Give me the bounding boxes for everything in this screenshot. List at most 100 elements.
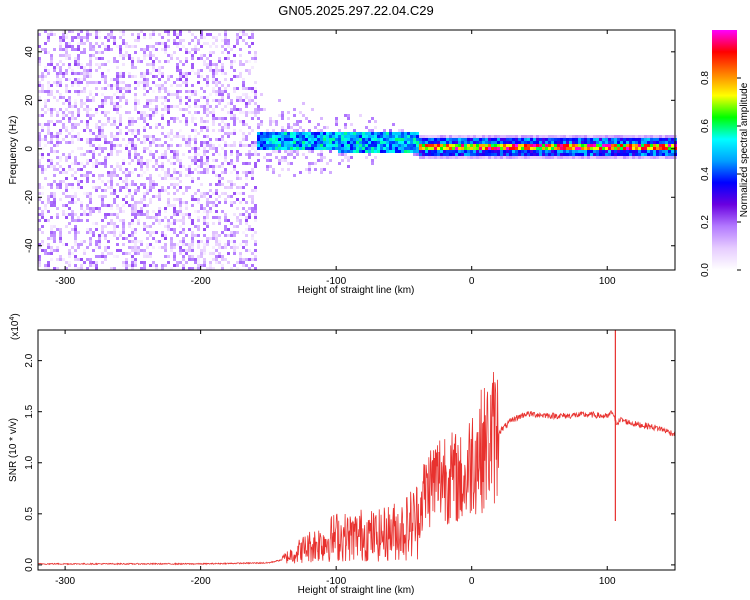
heatmap-cell (671, 156, 674, 159)
heatmap-cell (152, 216, 155, 219)
heatmap-cell (188, 186, 191, 189)
heatmap-cell (479, 135, 482, 138)
heatmap-cell (215, 99, 218, 102)
heatmap-cell (164, 87, 167, 90)
heatmap-cell (209, 210, 212, 213)
heatmap-cell (599, 141, 602, 144)
heatmap-cell (122, 54, 125, 57)
heatmap-cell (605, 138, 608, 141)
heatmap-cell (560, 147, 563, 150)
heatmap-cell (401, 138, 404, 141)
heatmap-cell (146, 237, 149, 240)
heatmap-cell (311, 132, 314, 135)
heatmap-cell (248, 72, 251, 75)
heatmap-cell (380, 138, 383, 141)
heatmap-cell (539, 156, 542, 159)
heatmap-cell (611, 135, 614, 138)
heatmap-cell (185, 108, 188, 111)
heatmap-cell (77, 243, 80, 246)
heatmap-cell (41, 231, 44, 234)
heatmap-cell (191, 117, 194, 120)
heatmap-cell (191, 69, 194, 72)
heatmap-cell (233, 144, 236, 147)
heatmap-cell (173, 150, 176, 153)
heatmap-cell (266, 153, 269, 156)
heatmap-cell (179, 210, 182, 213)
heatmap-cell (329, 138, 332, 141)
y-scale-suffix: ) (10, 313, 21, 316)
heatmap-cell (134, 210, 137, 213)
heatmap-cell (44, 207, 47, 210)
heatmap-cell (176, 189, 179, 192)
heatmap-cell (50, 204, 53, 207)
heatmap-cell (302, 102, 305, 105)
heatmap-cell (149, 87, 152, 90)
heatmap-cell (128, 171, 131, 174)
heatmap-cell (182, 222, 185, 225)
heatmap-cell (569, 135, 572, 138)
heatmap-cell (182, 192, 185, 195)
heatmap-cell (227, 39, 230, 42)
heatmap-cell (203, 168, 206, 171)
heatmap-cell (488, 144, 491, 147)
heatmap-cell (134, 213, 137, 216)
heatmap-cell (197, 69, 200, 72)
heatmap-cell (38, 243, 41, 246)
heatmap-cell (410, 144, 413, 147)
line-y-axis-label: SNR (10 * v/v) (8, 418, 19, 482)
heatmap-cell (239, 261, 242, 264)
heatmap-x-tick-label: 0 (469, 276, 475, 287)
heatmap-cell (479, 147, 482, 150)
heatmap-cell (74, 123, 77, 126)
heatmap-cell (77, 123, 80, 126)
heatmap-cell (224, 192, 227, 195)
heatmap-cell (155, 150, 158, 153)
heatmap-cell (503, 141, 506, 144)
heatmap-cell (143, 192, 146, 195)
heatmap-cell (38, 255, 41, 258)
heatmap-cell (416, 141, 419, 144)
heatmap-cell (158, 84, 161, 87)
heatmap-cell (68, 102, 71, 105)
heatmap-cell (197, 42, 200, 45)
heatmap-cell (125, 261, 128, 264)
heatmap-cell (287, 150, 290, 153)
heatmap-cell (284, 132, 287, 135)
heatmap-cell (296, 150, 299, 153)
heatmap-cell (197, 216, 200, 219)
heatmap-cell (59, 156, 62, 159)
heatmap-cell (368, 120, 371, 123)
heatmap-cell (602, 156, 605, 159)
heatmap-cell (38, 90, 41, 93)
heatmap-cell (44, 177, 47, 180)
heatmap-cell (230, 231, 233, 234)
heatmap-cell (77, 231, 80, 234)
heatmap-cell (467, 138, 470, 141)
heatmap-cell (266, 129, 269, 132)
heatmap-cell (185, 189, 188, 192)
heatmap-cell (167, 204, 170, 207)
heatmap-cell (248, 132, 251, 135)
heatmap-cell (134, 237, 137, 240)
heatmap-cell (95, 159, 98, 162)
heatmap-cell (434, 135, 437, 138)
heatmap-cell (539, 150, 542, 153)
heatmap-cell (239, 54, 242, 57)
heatmap-cell (353, 138, 356, 141)
heatmap-cell (143, 222, 146, 225)
heatmap-cell (527, 147, 530, 150)
heatmap-cell (170, 243, 173, 246)
heatmap-cell (161, 156, 164, 159)
heatmap-cell (629, 144, 632, 147)
heatmap-cell (614, 144, 617, 147)
heatmap-cell (152, 153, 155, 156)
heatmap-cell (239, 144, 242, 147)
heatmap-cell (131, 204, 134, 207)
heatmap-cell (542, 156, 545, 159)
heatmap-cell (248, 126, 251, 129)
heatmap-cell (464, 141, 467, 144)
heatmap-cell (113, 42, 116, 45)
heatmap-cell (374, 147, 377, 150)
heatmap-cell (308, 144, 311, 147)
heatmap-cell (377, 141, 380, 144)
